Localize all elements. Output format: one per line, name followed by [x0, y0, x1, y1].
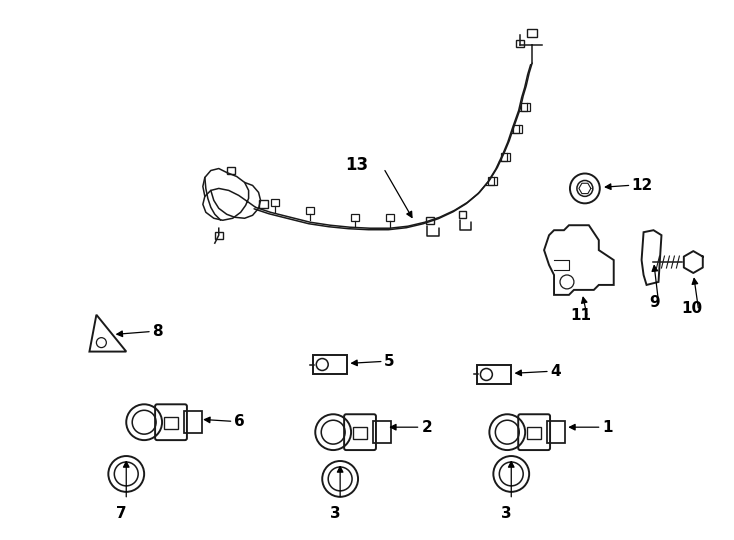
Text: 11: 11 — [570, 308, 592, 323]
Text: 6: 6 — [233, 414, 244, 429]
Text: 1: 1 — [603, 420, 614, 435]
Text: 9: 9 — [649, 295, 660, 310]
Text: 13: 13 — [345, 156, 368, 173]
Text: 3: 3 — [501, 506, 512, 521]
Text: 5: 5 — [384, 354, 395, 369]
Text: 3: 3 — [330, 506, 341, 521]
Text: 10: 10 — [682, 301, 703, 316]
Text: 4: 4 — [550, 364, 561, 379]
Text: 12: 12 — [632, 178, 653, 193]
Text: 2: 2 — [422, 420, 432, 435]
Text: 8: 8 — [152, 324, 163, 339]
Text: 7: 7 — [116, 506, 126, 521]
